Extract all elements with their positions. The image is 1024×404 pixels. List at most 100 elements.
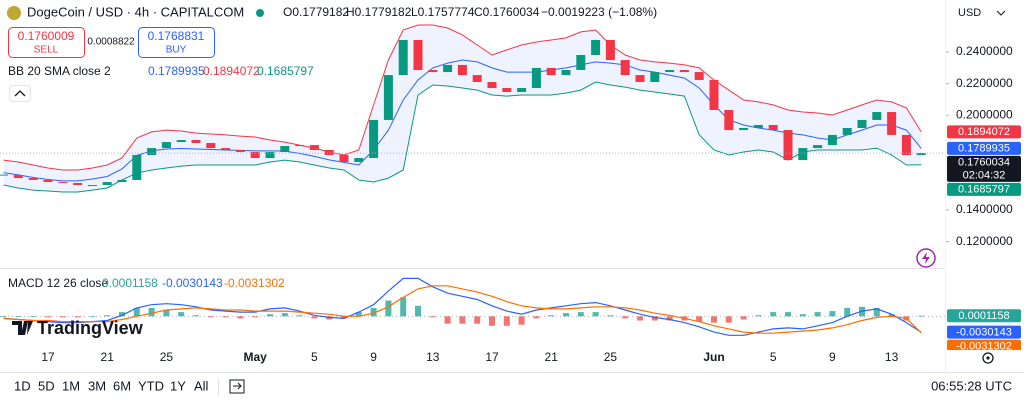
ohlc-close: C0.1760034 bbox=[474, 5, 540, 19]
histogram-bar bbox=[237, 316, 244, 319]
upper-tag-box bbox=[947, 125, 1021, 139]
x-tick-label: 21 bbox=[545, 350, 559, 364]
candle bbox=[842, 127, 852, 135]
candle bbox=[117, 179, 127, 183]
band-upper bbox=[3, 24, 922, 171]
histogram-bar bbox=[696, 316, 703, 322]
histogram-bar bbox=[119, 312, 125, 317]
candle bbox=[161, 142, 171, 149]
sell-box[interactable] bbox=[8, 27, 85, 58]
clock[interactable]: 06:55:28 UTC bbox=[931, 378, 1012, 393]
alert-ring[interactable] bbox=[916, 248, 936, 268]
range-button[interactable]: 3M bbox=[88, 378, 106, 393]
x-tick-label: 25 bbox=[604, 350, 618, 364]
candle bbox=[147, 148, 157, 156]
x-tick-label: 5 bbox=[311, 350, 318, 364]
range-button[interactable]: All bbox=[194, 378, 209, 393]
candle bbox=[857, 119, 867, 128]
range-button[interactable]: 1Y bbox=[170, 378, 186, 393]
histogram-bar bbox=[178, 312, 185, 317]
x-tick-label: May bbox=[244, 350, 268, 364]
candle bbox=[457, 64, 467, 76]
collapse-box[interactable] bbox=[9, 85, 31, 102]
buy-button[interactable]: 0.1768831 BUY bbox=[138, 27, 215, 58]
middle-tag: 0.1789935 bbox=[958, 143, 1010, 155]
sell-price[interactable]: 0.1760009 bbox=[18, 29, 75, 43]
bb-legend[interactable]: BB 20 SMA close 2 bbox=[8, 64, 111, 78]
currency-dropdown[interactable]: USD bbox=[958, 7, 1006, 19]
histogram-bar bbox=[193, 315, 199, 317]
y-tick-label: 0.2400000 bbox=[956, 44, 1013, 58]
candle bbox=[28, 178, 38, 180]
replay-button[interactable] bbox=[229, 379, 245, 394]
candle bbox=[398, 39, 408, 76]
histogram-bar bbox=[0, 316, 7, 318]
candle bbox=[280, 146, 290, 153]
currency[interactable]: USD bbox=[958, 7, 981, 19]
ohlc-low: L0.1757774 bbox=[411, 5, 475, 19]
bb-upper-value: 0.1894072 bbox=[203, 64, 260, 78]
histogram-bar bbox=[873, 307, 880, 317]
buy-price[interactable]: 0.1768831 bbox=[148, 29, 205, 43]
candle bbox=[724, 109, 734, 131]
macd-tag: -0.0030143 bbox=[956, 326, 1012, 338]
sell-button[interactable]: 0.1760009 SELL bbox=[8, 27, 85, 58]
macd-line bbox=[3, 277, 922, 336]
range-button[interactable]: 5D bbox=[38, 378, 55, 393]
ohlc-change: −0.0019223 (−1.08%) bbox=[541, 5, 657, 19]
candle bbox=[739, 127, 749, 131]
range-button[interactable]: 1D bbox=[14, 378, 31, 393]
collapse-button[interactable] bbox=[9, 85, 31, 102]
histogram-bar bbox=[30, 316, 37, 318]
range-button[interactable]: 1M bbox=[62, 378, 80, 393]
buy-box[interactable] bbox=[138, 27, 215, 58]
logo[interactable]: TradingView bbox=[12, 318, 144, 338]
histogram-bar bbox=[104, 315, 111, 317]
coin-icon bbox=[7, 6, 21, 20]
candle bbox=[354, 158, 364, 162]
candle bbox=[383, 75, 393, 120]
candle bbox=[87, 185, 97, 187]
x-tick-label: 13 bbox=[426, 350, 440, 364]
candle bbox=[872, 112, 882, 120]
macd-hist-value: 0.0001158 bbox=[102, 276, 158, 290]
replay-icon[interactable] bbox=[229, 379, 245, 394]
logo-text[interactable]: TradingView bbox=[37, 318, 144, 338]
histogram-bar bbox=[711, 316, 717, 323]
candle bbox=[561, 70, 571, 76]
macd-pane bbox=[0, 277, 945, 336]
macd-tag-box bbox=[947, 325, 1021, 339]
candle bbox=[827, 134, 837, 146]
x-tick-label: 25 bbox=[160, 350, 174, 364]
range-button[interactable]: YTD bbox=[138, 378, 164, 393]
candle bbox=[517, 88, 527, 92]
candle bbox=[576, 54, 586, 71]
axis-settings[interactable] bbox=[982, 352, 994, 364]
histogram-bar bbox=[814, 312, 821, 317]
buy-label[interactable]: BUY bbox=[166, 45, 187, 56]
price-tag-box bbox=[947, 155, 1021, 182]
symbol[interactable]: DogeCoin / USD · 4h · CAPITALCOM bbox=[27, 4, 244, 19]
candle bbox=[295, 145, 305, 147]
x-tick-label: 21 bbox=[101, 350, 115, 364]
histogram-bar bbox=[311, 316, 318, 319]
histogram-bar bbox=[785, 312, 791, 317]
candle bbox=[339, 155, 349, 162]
histogram-bar bbox=[651, 316, 658, 321]
range-button[interactable]: 6M bbox=[113, 378, 131, 393]
macd-legend[interactable]: MACD 12 26 close bbox=[8, 276, 108, 290]
histogram-bar bbox=[444, 316, 451, 324]
candle bbox=[221, 148, 231, 150]
sell-label[interactable]: SELL bbox=[34, 45, 59, 56]
market-status bbox=[256, 9, 264, 17]
macd-value: -0.0030143 bbox=[162, 276, 223, 290]
histogram-bar bbox=[548, 315, 555, 317]
x-tick-label: 9 bbox=[370, 350, 377, 364]
candle bbox=[369, 119, 379, 159]
candle bbox=[916, 153, 926, 156]
alert-icon[interactable] bbox=[916, 248, 936, 268]
x-tick-label: 9 bbox=[829, 350, 836, 364]
settings-icon[interactable] bbox=[982, 352, 994, 364]
candle bbox=[250, 152, 260, 159]
